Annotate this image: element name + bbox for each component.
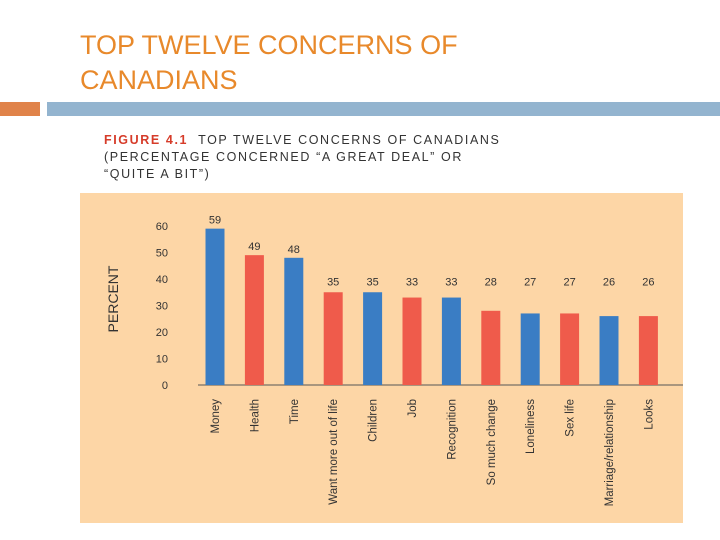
x-tick-label: Time	[289, 399, 301, 424]
figure-caption-line-3: “QUITE A BIT”)	[104, 167, 211, 181]
figure-caption: FIGURE 4.1 TOP TWELVE CONCERNS OF CANADIA…	[104, 132, 684, 183]
bar	[599, 316, 619, 385]
x-tick-label: Want more out of life	[328, 399, 340, 505]
figure-label: FIGURE 4.1	[104, 133, 189, 147]
data-label: 35	[366, 276, 378, 288]
slide-title-line-2: CANADIANS	[80, 65, 238, 95]
bar	[244, 255, 264, 385]
y-tick-label: 20	[156, 327, 168, 339]
y-tick-label: 50	[156, 248, 168, 260]
figure-caption-line-1: FIGURE 4.1 TOP TWELVE CONCERNS OF CANADIA…	[104, 132, 684, 149]
x-tick-label: Recognition	[446, 399, 458, 460]
bar	[441, 297, 461, 385]
y-tick-label: 10	[156, 354, 168, 366]
data-label: 35	[327, 276, 339, 288]
x-tick-label: So much change	[486, 399, 498, 485]
bar	[284, 257, 304, 385]
bar	[481, 310, 501, 385]
data-label: 49	[248, 241, 260, 253]
x-tick-label: Money	[210, 399, 222, 434]
data-label: 59	[209, 215, 221, 227]
x-tick-label: Job	[407, 399, 419, 418]
figure-caption-text-1: TOP TWELVE CONCERNS OF CANADIANS	[198, 133, 501, 147]
y-tick-label: 0	[162, 380, 168, 392]
x-tick-label: Marriage/relationship	[604, 399, 616, 506]
data-label: 33	[445, 276, 457, 288]
y-axis-title: PERCENT	[105, 265, 121, 332]
bar	[560, 313, 580, 385]
x-tick-label: Loneliness	[525, 399, 537, 454]
slide-title-line-1: TOP TWELVE CONCERNS OF	[80, 30, 458, 60]
data-label: 28	[485, 276, 497, 288]
x-tick-label: Health	[249, 399, 261, 432]
bar	[402, 297, 422, 385]
accent-bar-blue	[47, 102, 720, 116]
figure-caption-line-2: (PERCENTAGE CONCERNED “A GREAT DEAL” OR	[104, 150, 463, 164]
y-tick-label: 60	[156, 221, 168, 233]
slide-title: TOP TWELVE CONCERNS OF CANADIANS	[80, 28, 680, 98]
data-label: 27	[524, 276, 536, 288]
x-tick-label: Looks	[643, 399, 655, 430]
x-tick-label: Children	[368, 399, 380, 442]
y-tick-label: 40	[156, 274, 168, 286]
bar	[205, 228, 225, 385]
bar	[323, 292, 343, 385]
data-label: 26	[642, 276, 654, 288]
bar	[520, 313, 540, 385]
accent-bar-orange	[0, 102, 40, 116]
y-tick-label: 30	[156, 301, 168, 313]
bar-chart: PERCENT 0 10 20 30 40 50 60 59 Money 49 Health 48 Tim…	[105, 215, 683, 506]
data-label: 26	[603, 276, 615, 288]
bar	[363, 292, 383, 385]
data-label: 27	[563, 276, 575, 288]
bar	[638, 316, 658, 385]
data-label: 33	[406, 276, 418, 288]
data-label: 48	[288, 244, 300, 256]
x-tick-label: Sex life	[565, 399, 577, 437]
figure-panel: FIGURE 4.1 TOP TWELVE CONCERNS OF CANADIA…	[80, 123, 683, 523]
